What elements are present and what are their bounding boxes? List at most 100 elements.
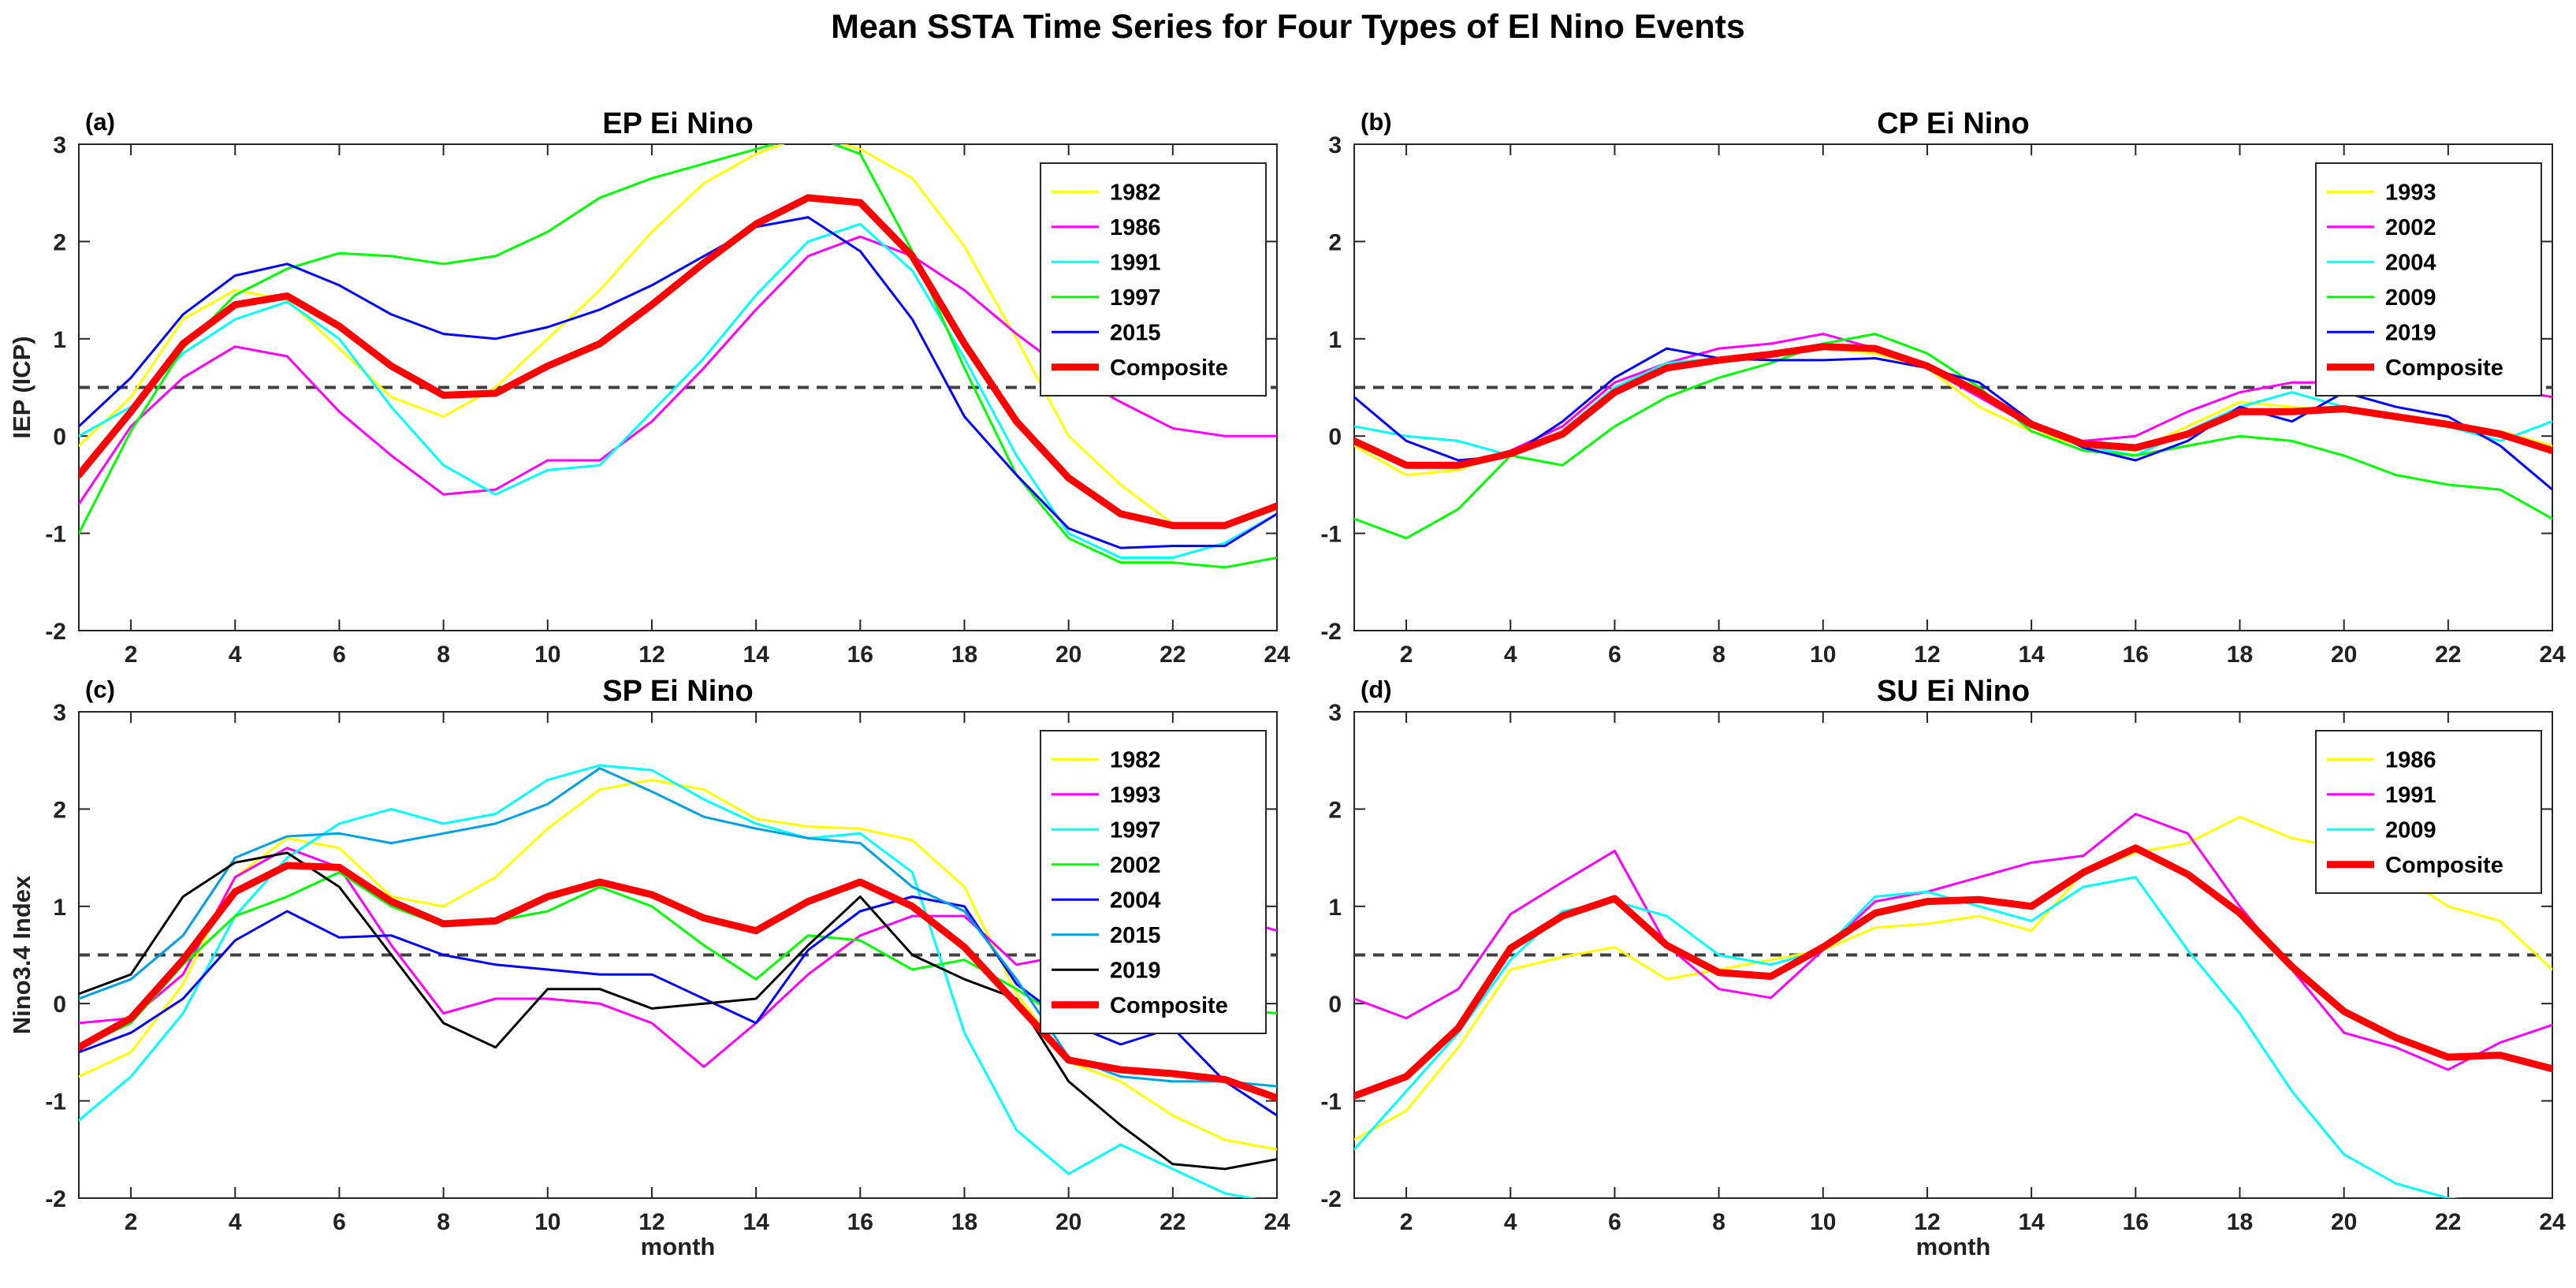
legend-label-2004: 2004 bbox=[2385, 250, 2436, 275]
x-tick-label: 4 bbox=[1504, 1209, 1517, 1235]
legend-box bbox=[1040, 730, 1267, 1034]
legend-box bbox=[2315, 162, 2542, 396]
y-tick-label: 3 bbox=[1328, 700, 1342, 726]
y-tick-label: -1 bbox=[45, 522, 66, 548]
y-tick-label: 2 bbox=[53, 797, 66, 823]
x-tick-label: 10 bbox=[534, 1209, 560, 1235]
x-tick-label: 10 bbox=[1810, 642, 1836, 668]
x-tick-label: 16 bbox=[847, 1209, 873, 1235]
x-tick-label: 14 bbox=[2018, 642, 2045, 668]
y-tick-label: 3 bbox=[1328, 132, 1342, 158]
x-tick-label: 24 bbox=[1264, 1209, 1290, 1235]
x-tick-label: 16 bbox=[2123, 1209, 2149, 1235]
y-tick-label: 1 bbox=[1328, 327, 1342, 353]
x-tick-label: 10 bbox=[1810, 1209, 1836, 1235]
x-tick-label: 2 bbox=[125, 642, 138, 668]
x-tick-label: 4 bbox=[229, 642, 242, 668]
x-tick-label: 20 bbox=[1055, 1209, 1081, 1235]
legend-box bbox=[1040, 162, 1267, 396]
legend-label-composite: Composite bbox=[1110, 993, 1228, 1018]
panel-tag: (b) bbox=[1361, 108, 1392, 136]
panel-title: SP Ei Nino bbox=[602, 675, 753, 708]
legend-label-composite: Composite bbox=[2385, 356, 2503, 381]
y-tick-label: 0 bbox=[53, 992, 66, 1018]
panel-title: CP Ei Nino bbox=[1877, 107, 2030, 140]
x-tick-label: 18 bbox=[2227, 642, 2253, 668]
y-tick-label: 0 bbox=[53, 424, 66, 450]
legend-label-composite: Composite bbox=[1110, 356, 1228, 381]
y-tick-label: 1 bbox=[53, 327, 66, 353]
series-line-composite bbox=[1354, 343, 2552, 469]
x-tick-label: 20 bbox=[2331, 642, 2357, 668]
x-tick-label: 22 bbox=[1160, 1209, 1186, 1235]
x-tick-label: 18 bbox=[951, 642, 977, 668]
y-tick-label: -1 bbox=[1320, 522, 1342, 548]
x-tick-label: 22 bbox=[1160, 642, 1186, 668]
x-tick-label: 4 bbox=[229, 1209, 242, 1235]
panel-title: SU Ei Nino bbox=[1877, 675, 2030, 708]
legend-label-1986: 1986 bbox=[2385, 747, 2436, 772]
legend-label-1993: 1993 bbox=[2385, 180, 2436, 205]
series-line-composite bbox=[79, 194, 1277, 530]
panel-tag: (c) bbox=[85, 676, 115, 703]
x-tick-label: 12 bbox=[638, 1209, 664, 1235]
x-tick-label: 24 bbox=[2539, 1209, 2566, 1235]
y-tick-label: -1 bbox=[45, 1089, 66, 1115]
x-tick-label: 12 bbox=[1914, 642, 1940, 668]
x-tick-label: 16 bbox=[2123, 642, 2149, 668]
y-tick-label: -2 bbox=[1320, 1186, 1342, 1212]
x-tick-label: 4 bbox=[1504, 642, 1517, 668]
x-tick-label: 2 bbox=[125, 1209, 138, 1235]
x-tick-label: 14 bbox=[2018, 1209, 2045, 1235]
legend: 1982 1993 1997 2002 2004 2015 2019 Composite bbox=[1040, 730, 1267, 1034]
legend-label-2002: 2002 bbox=[2385, 215, 2436, 240]
series-line-2019 bbox=[79, 851, 1277, 1171]
series-line-composite bbox=[79, 862, 1277, 1102]
legend: 1986 1991 2009 Composite bbox=[2315, 730, 2542, 894]
x-tick-label: 6 bbox=[333, 1209, 346, 1235]
x-tick-label: 2 bbox=[1400, 1209, 1413, 1235]
x-tick-label: 22 bbox=[2435, 1209, 2461, 1235]
legend: 1982 1986 1991 1997 2015 Composite bbox=[1040, 162, 1267, 396]
legend-label-1997: 1997 bbox=[1110, 817, 1161, 843]
legend-label-2019: 2019 bbox=[2385, 320, 2436, 345]
legend-label-composite: Composite bbox=[2385, 853, 2503, 878]
x-tick-label: 20 bbox=[1055, 642, 1081, 668]
y-tick-label: -2 bbox=[45, 1186, 66, 1212]
series-line-2009 bbox=[1354, 333, 2552, 540]
x-tick-label: 14 bbox=[743, 642, 769, 668]
y-tick-label: -2 bbox=[45, 619, 66, 645]
x-tick-label: 8 bbox=[1712, 642, 1725, 668]
x-tick-label: 14 bbox=[743, 1209, 769, 1235]
panel-tag: (d) bbox=[1361, 676, 1392, 703]
legend-label-2009: 2009 bbox=[2385, 817, 2436, 843]
y-tick-label: 2 bbox=[1328, 229, 1342, 255]
series-line-2015 bbox=[79, 216, 1277, 549]
legend-label-2009: 2009 bbox=[2385, 285, 2436, 311]
y-tick-label: -2 bbox=[1320, 619, 1342, 645]
x-tick-label: 6 bbox=[1608, 642, 1621, 668]
y-tick-label: 0 bbox=[1328, 424, 1342, 450]
y-tick-label: 2 bbox=[53, 229, 66, 255]
y-tick-label: 3 bbox=[53, 132, 66, 158]
x-tick-label: 22 bbox=[2435, 642, 2461, 668]
x-tick-label: 12 bbox=[638, 642, 664, 668]
x-tick-label: 2 bbox=[1400, 642, 1413, 668]
y-tick-label: 1 bbox=[53, 895, 66, 921]
legend-label-2015: 2015 bbox=[1110, 320, 1161, 345]
figure-title: Mean SSTA Time Series for Four Types of … bbox=[831, 8, 1745, 46]
series-line-1997 bbox=[79, 144, 1277, 569]
y-tick-label: -1 bbox=[1320, 1089, 1342, 1115]
x-axis-label: month bbox=[641, 1233, 716, 1260]
x-tick-label: 16 bbox=[847, 642, 873, 668]
x-tick-label: 10 bbox=[534, 642, 560, 668]
y-axis-label: Nino3.4 Index bbox=[8, 875, 35, 1034]
x-tick-label: 24 bbox=[1264, 642, 1290, 668]
legend-label-1991: 1991 bbox=[1110, 250, 1161, 275]
x-tick-label: 8 bbox=[437, 1209, 450, 1235]
